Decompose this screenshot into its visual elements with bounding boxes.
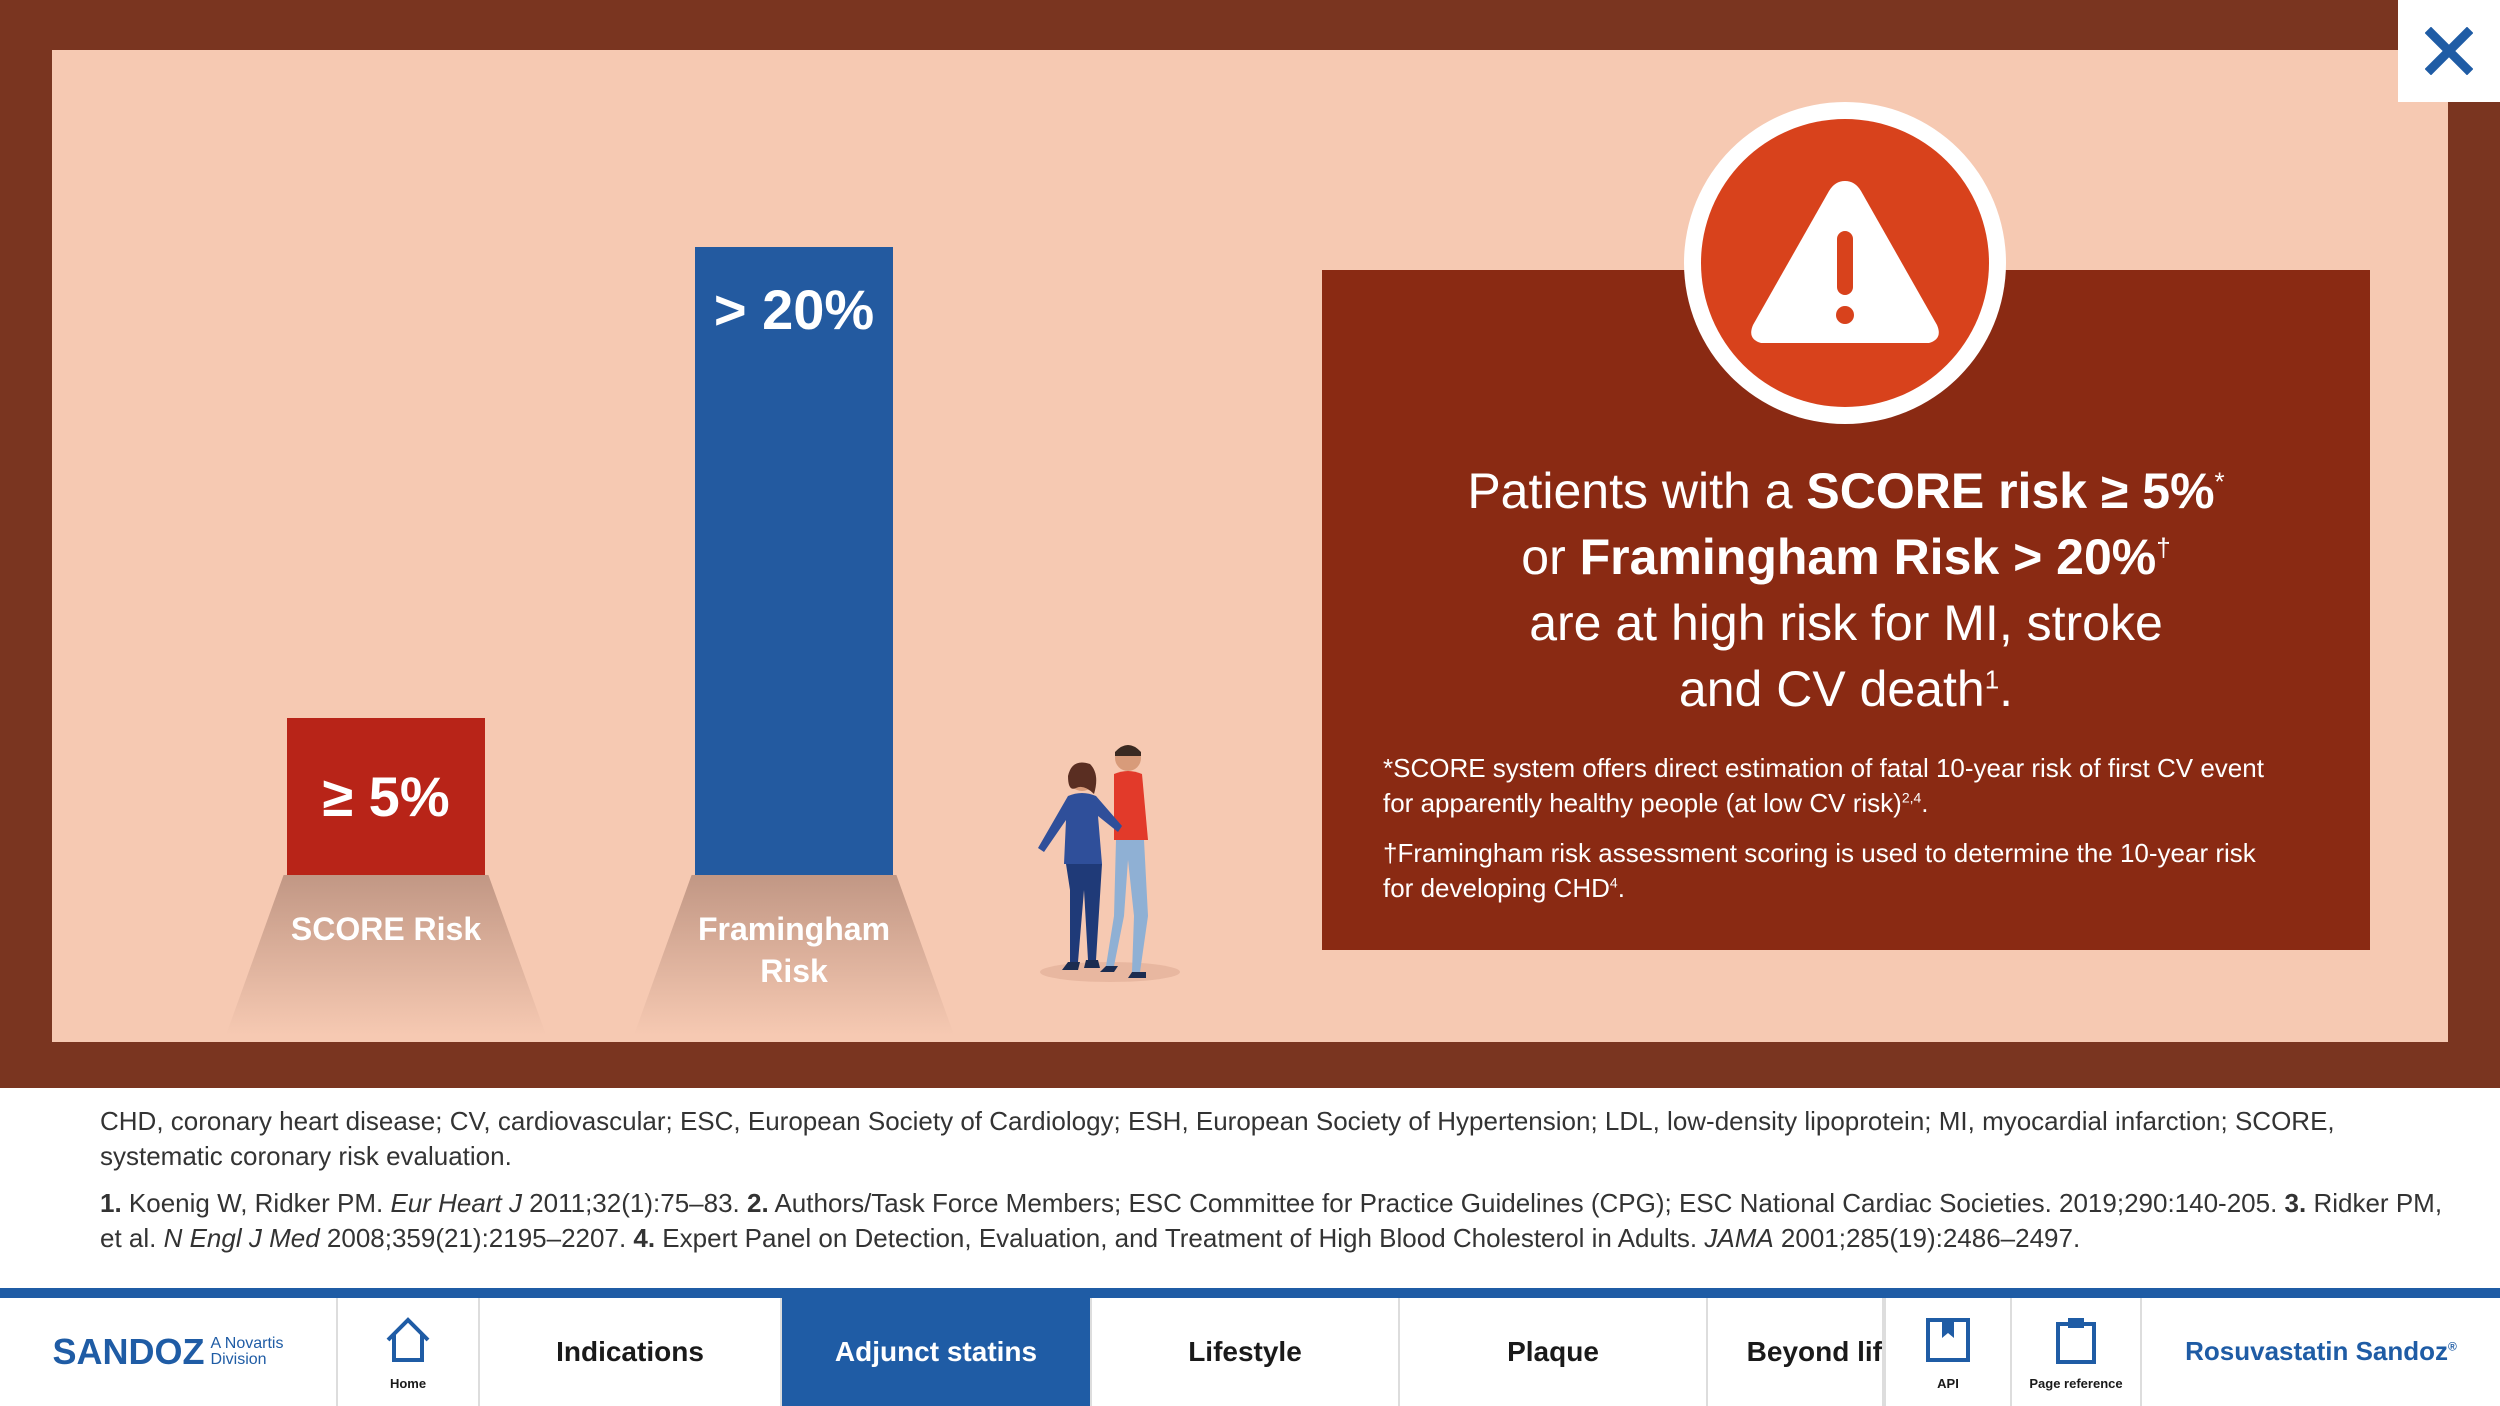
logo-wordmark: SANDOZ <box>52 1331 205 1372</box>
framingham-spotlight <box>634 875 954 1035</box>
modal-frame: ≥ 5% > 20% SCORE Risk Framingham Risk <box>0 0 2500 1088</box>
headline-line-2: or Framingham Risk > 20%† <box>1521 529 2171 585</box>
api-label: API <box>1937 1376 1959 1391</box>
home-label: Home <box>389 1376 427 1391</box>
callout-headline: Patients with a SCORE risk ≥ 5%* or Fram… <box>1322 458 2370 722</box>
couple-walking-illustration <box>1038 745 1180 982</box>
score-risk-value: ≥ 5% <box>322 765 450 828</box>
framingham-footnote: †Framingham risk assessment scoring is u… <box>1383 838 2256 903</box>
headline-line-4: and CV death1. <box>1678 661 2014 717</box>
score-spotlight <box>226 875 546 1035</box>
warning-disc <box>1701 119 1989 407</box>
framingham-risk-bar: > 20% <box>695 247 893 875</box>
warning-triangle-icon <box>1751 181 1939 343</box>
rosuvastatin-sandoz-brand: Rosuvastatin Sandoz® <box>2142 1298 2500 1406</box>
clipboard-icon <box>2056 1318 2096 1364</box>
nav-top-stripe <box>0 1288 2500 1298</box>
headline-line-1: Patients with a SCORE risk ≥ 5%* <box>1467 463 2225 519</box>
abbreviations-text: CHD, coronary heart disease; CV, cardiov… <box>100 1106 2335 1171</box>
tab-lifestyle[interactable]: Lifestyle <box>1092 1298 1400 1406</box>
headline-line-3: are at high risk for MI, stroke <box>1529 595 2163 651</box>
book-icon <box>1926 1318 1970 1362</box>
score-footnote: *SCORE system offers direct estimation o… <box>1383 753 2264 818</box>
page-reference-button[interactable]: Page reference <box>2012 1298 2142 1406</box>
score-risk-bar: ≥ 5% <box>287 718 485 875</box>
tab-adjunct-statins[interactable]: Adjunct statins <box>782 1298 1092 1406</box>
close-icon[interactable] <box>2425 27 2473 75</box>
references-text: 1. Koenig W, Ridker PM. Eur Heart J 2011… <box>100 1188 2443 1253</box>
warning-badge <box>1684 102 2006 424</box>
tab-indications[interactable]: Indications <box>480 1298 782 1406</box>
brand-name: Rosuvastatin Sandoz® <box>2185 1335 2457 1366</box>
tab-beyond-lifestyle[interactable]: Beyond lif <box>1708 1298 1884 1406</box>
page-reference-label: Page reference <box>2029 1376 2123 1391</box>
close-button[interactable] <box>2398 0 2500 102</box>
home-button[interactable]: Home <box>338 1298 480 1406</box>
home-icon <box>386 1317 430 1362</box>
score-risk-label: SCORE Risk <box>290 911 482 947</box>
bottom-navigation: SANDOZ A Novartis Division Home Indicatio… <box>0 1298 2500 1406</box>
tab-plaque[interactable]: Plaque <box>1400 1298 1708 1406</box>
api-button[interactable]: API <box>1884 1298 2012 1406</box>
logo-division: A Novartis Division <box>210 1335 284 1368</box>
framingham-risk-label: Framingham Risk <box>697 911 891 989</box>
framingham-risk-value: > 20% <box>713 278 875 341</box>
sandoz-logo: SANDOZ A Novartis Division <box>0 1298 338 1406</box>
